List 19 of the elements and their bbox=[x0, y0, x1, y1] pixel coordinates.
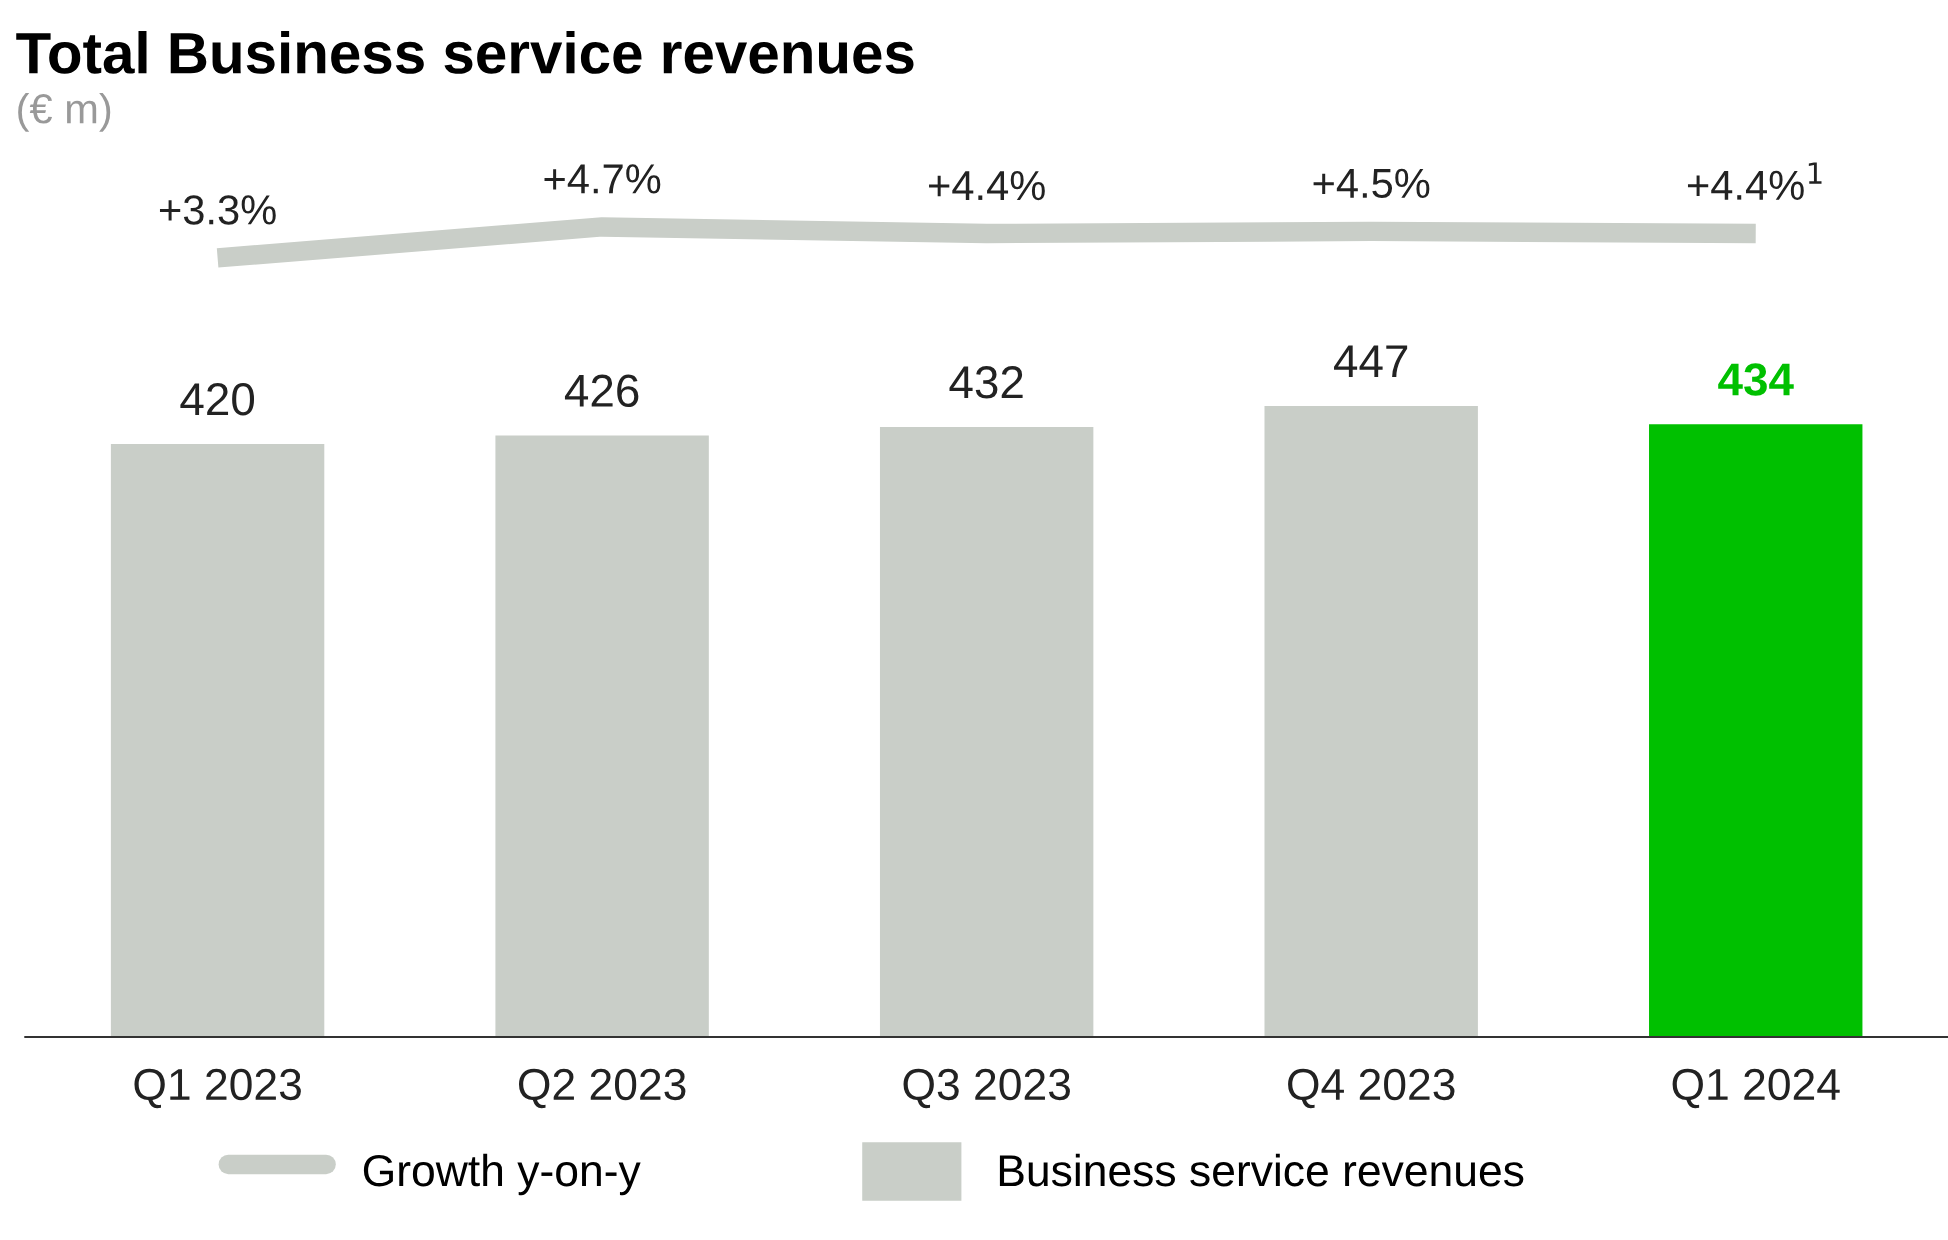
legend-label: Growth y-on-y bbox=[363, 1153, 641, 1196]
x-tick-label: Q1 2024 bbox=[1672, 1068, 1840, 1109]
chart-title: Total Business service revenues bbox=[16, 31, 914, 74]
data-label: 447 bbox=[1334, 345, 1408, 377]
x-tick-label: Q3 2023 bbox=[903, 1068, 1070, 1109]
data-label: +4.7% bbox=[544, 164, 661, 194]
legend-label: Business service revenues bbox=[999, 1153, 1524, 1187]
data-label: 420 bbox=[180, 383, 255, 416]
data-label: +4.4% bbox=[929, 171, 1045, 201]
data-label: 434 bbox=[1718, 363, 1794, 396]
x-tick-label: Q1 2023 bbox=[134, 1068, 301, 1109]
data-label: 432 bbox=[949, 366, 1023, 399]
data-label: +3.3% bbox=[159, 195, 276, 225]
data-label: 426 bbox=[564, 374, 639, 408]
data-label: +4.4%$^{1}$ bbox=[1687, 162, 1822, 200]
data-label: +4.5% bbox=[1313, 168, 1430, 199]
x-tick-label: Q4 2023 bbox=[1288, 1068, 1455, 1109]
x-tick-label: Q2 2023 bbox=[518, 1068, 686, 1109]
chart-subtitle: (€ m) bbox=[18, 93, 111, 132]
